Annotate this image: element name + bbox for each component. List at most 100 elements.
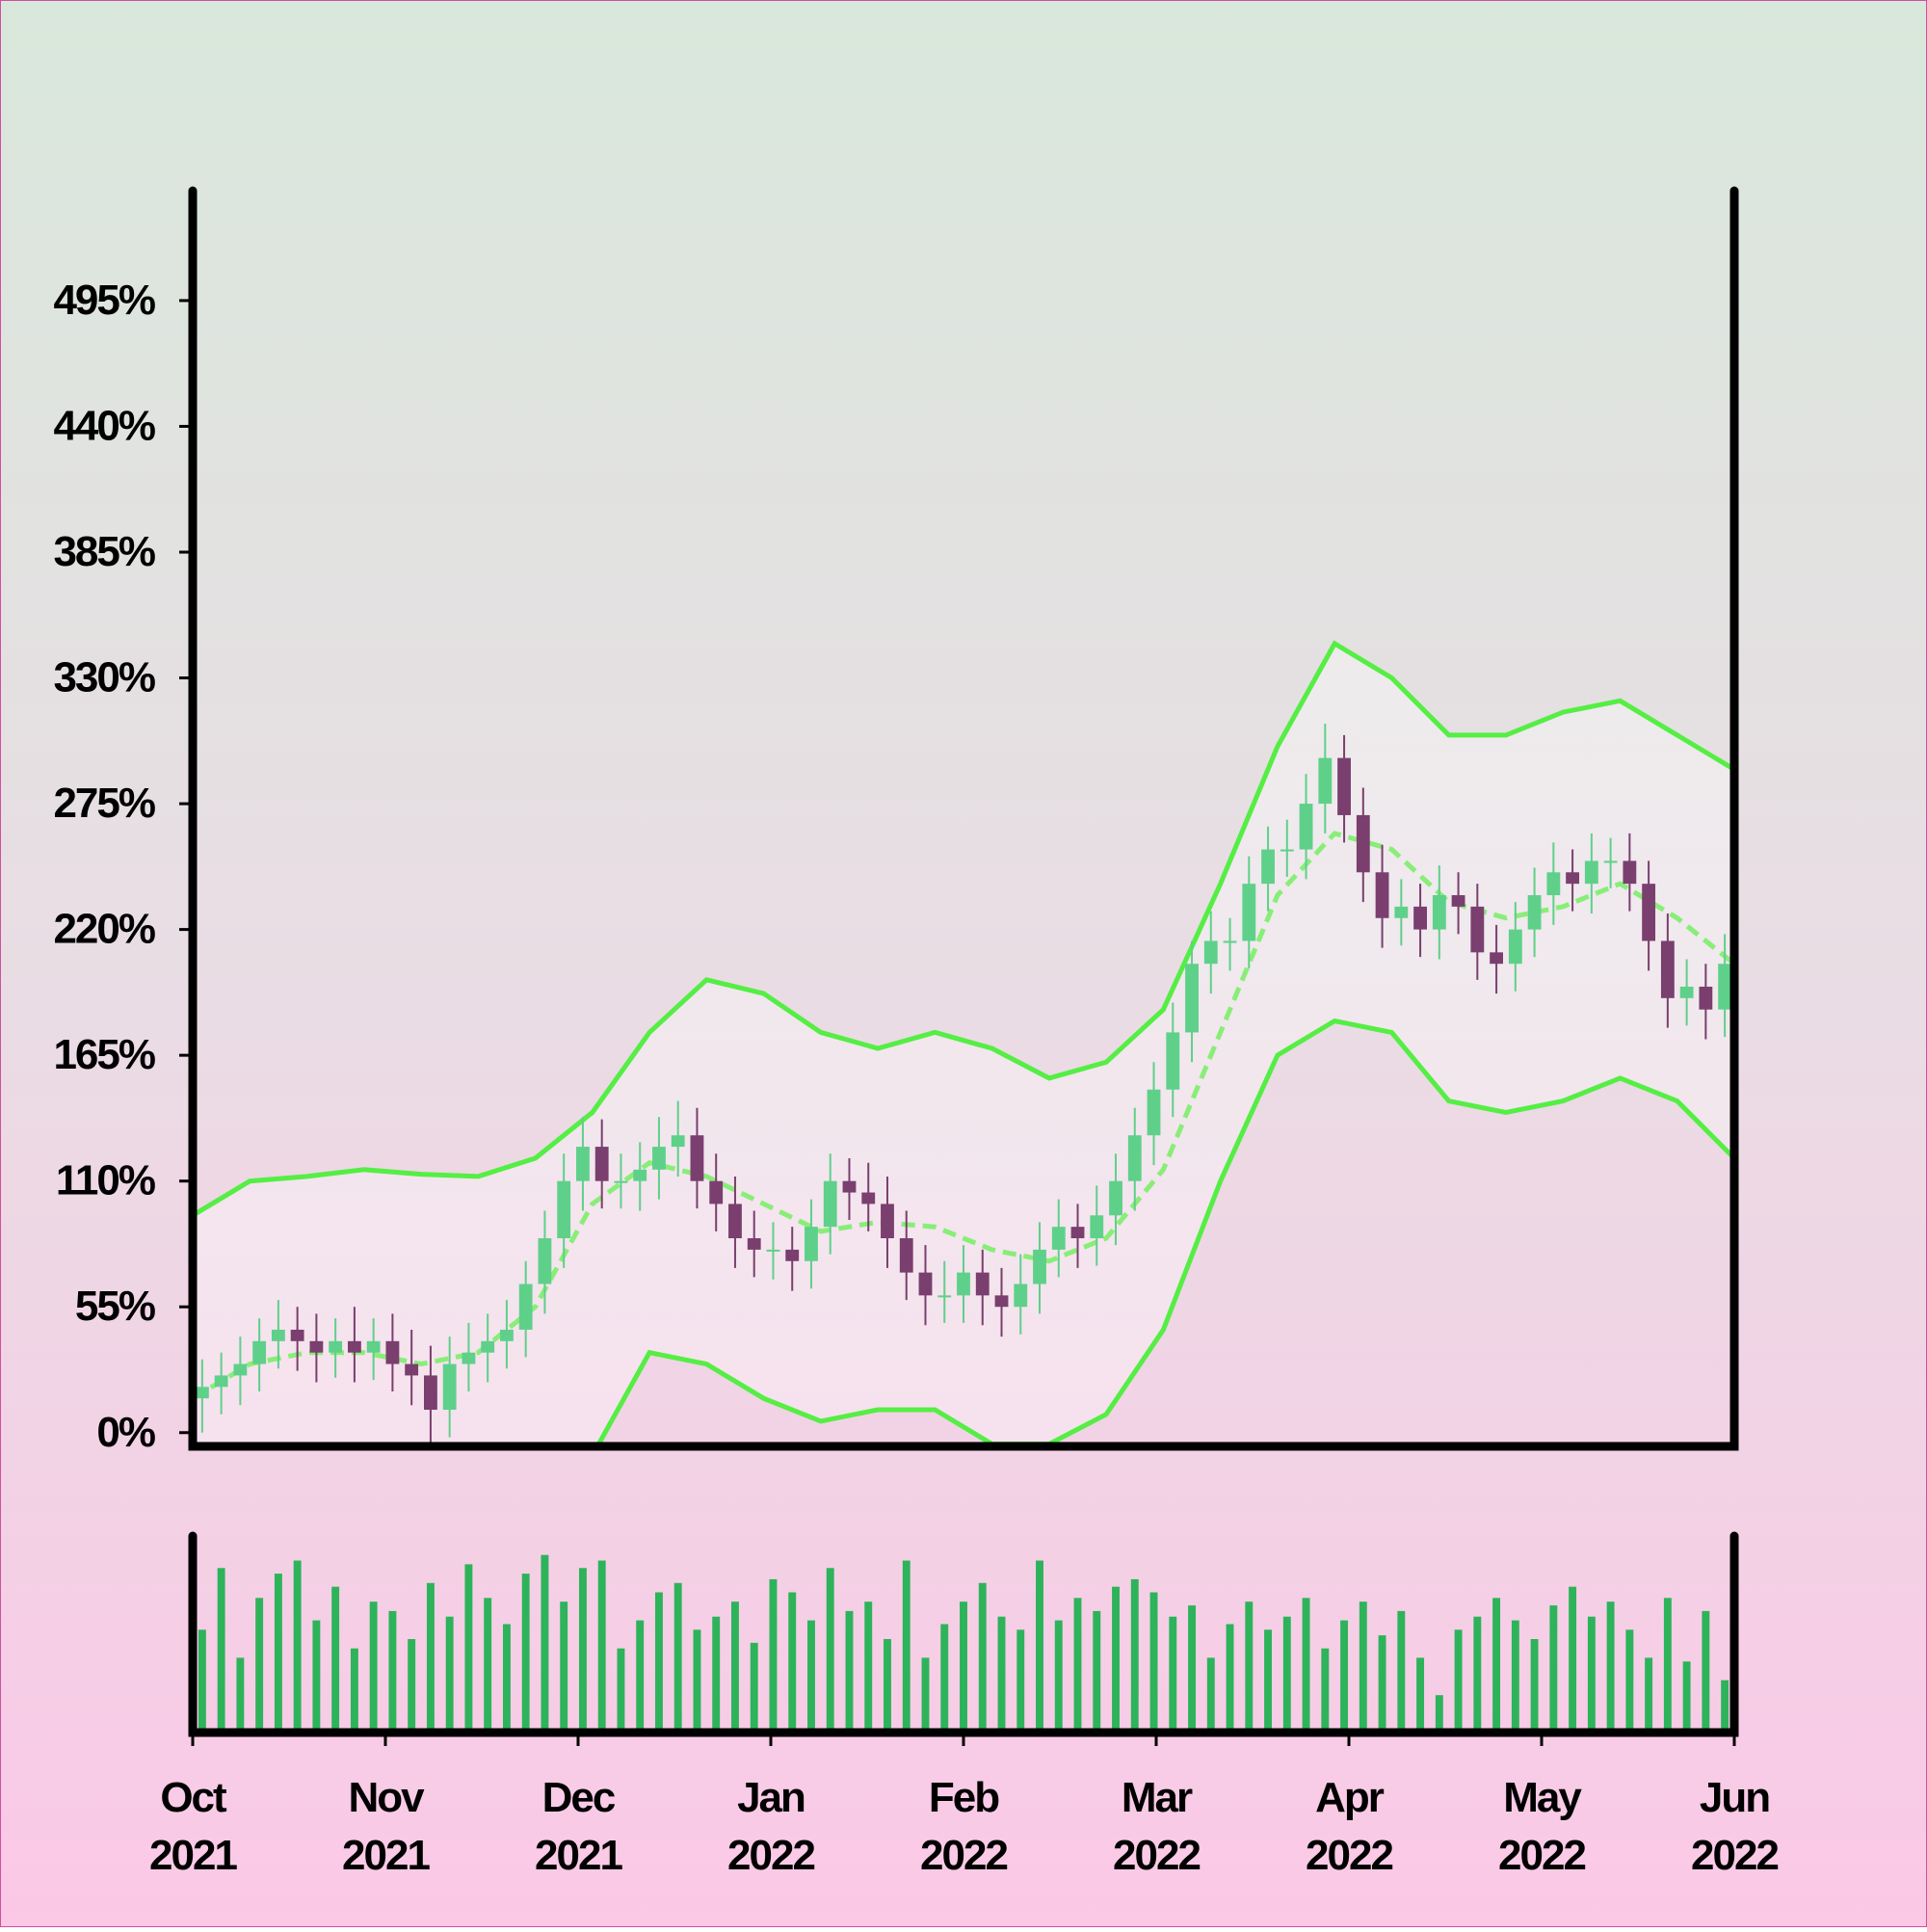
x-tick-label-line: Apr <box>1315 1774 1385 1821</box>
candle-body <box>500 1329 514 1341</box>
volume-bar <box>541 1554 549 1733</box>
volume-bar <box>1016 1629 1025 1733</box>
candle-body <box>1299 804 1313 850</box>
candle-body <box>442 1363 457 1411</box>
volume-bar <box>1625 1629 1634 1733</box>
volume-bar <box>826 1568 834 1733</box>
candle-body <box>1451 895 1465 907</box>
x-tick-label-line: 2022 <box>1498 1832 1585 1879</box>
candle-body <box>614 1180 628 1183</box>
volume-bar <box>864 1601 873 1733</box>
x-tick-label-line: 2022 <box>1113 1832 1200 1879</box>
y-tick-label: 330% <box>53 654 154 701</box>
candle-body <box>271 1329 285 1341</box>
candle-body <box>1699 986 1713 1010</box>
x-tick-label: Nov 2021 <box>342 1774 430 1879</box>
candle-body <box>481 1340 495 1353</box>
axes: 0% 55% 110% 165% 220% 275% 330% 385% 440% 495% Oct… <box>53 186 1780 1879</box>
volume-bar <box>769 1578 778 1733</box>
volume-bar <box>1073 1598 1082 1733</box>
candle-body <box>557 1180 571 1239</box>
volume-bar <box>217 1568 225 1733</box>
candle-body <box>1394 906 1409 918</box>
candle-body <box>937 1295 952 1298</box>
candle-body <box>462 1352 476 1364</box>
y-tick-label: 495% <box>53 277 154 324</box>
candle-body <box>1109 1180 1122 1216</box>
candle-body <box>1527 895 1542 930</box>
candle-body <box>1375 872 1389 918</box>
volume-bar <box>978 1582 987 1733</box>
volume-bar <box>1397 1610 1406 1733</box>
volume-bar <box>445 1616 454 1733</box>
candle-body <box>538 1238 552 1284</box>
candle-body <box>1718 964 1732 1010</box>
x-tick-label-line: 2021 <box>342 1832 430 1879</box>
volume-bar <box>1378 1635 1386 1733</box>
volume <box>198 1554 1729 1733</box>
volume-bar <box>960 1601 967 1733</box>
volume-bar <box>750 1642 758 1733</box>
volume-bar <box>1416 1657 1425 1733</box>
volume-bar <box>673 1582 682 1733</box>
candle-body <box>1318 757 1333 805</box>
candle-body <box>1490 952 1503 965</box>
x-tick-label-line: 2022 <box>1306 1832 1392 1879</box>
volume-bar <box>426 1582 435 1733</box>
volume-bar <box>1645 1657 1653 1733</box>
candle-body <box>1051 1227 1066 1250</box>
candle-body <box>1432 895 1446 930</box>
candle-body <box>1070 1227 1085 1239</box>
volume-bar <box>521 1574 530 1733</box>
volume-bar <box>1282 1616 1291 1733</box>
x-tick-label-line: Dec <box>542 1774 616 1821</box>
volume-bar <box>636 1620 645 1733</box>
volume-bar <box>712 1616 721 1733</box>
volume-bar <box>1473 1616 1482 1733</box>
candle-body <box>347 1340 361 1353</box>
volume-bar <box>484 1598 492 1733</box>
volume-bar <box>1549 1605 1558 1733</box>
volume-bar <box>1245 1601 1254 1733</box>
volume-bar <box>1169 1616 1177 1733</box>
candle-body <box>1584 860 1598 885</box>
x-tick-label-line: Jun <box>1700 1774 1769 1821</box>
candle-body <box>747 1238 761 1250</box>
volume-bar <box>617 1648 625 1733</box>
volume-bar <box>1340 1620 1349 1733</box>
candle-body <box>842 1180 857 1193</box>
candle-body <box>1660 940 1675 998</box>
volume-bar <box>597 1560 606 1733</box>
volume-bar <box>1454 1629 1463 1733</box>
y-tick-label: 220% <box>53 906 154 953</box>
candle-body <box>518 1284 533 1330</box>
volume-bar <box>1530 1639 1539 1733</box>
volume-bar <box>902 1560 911 1733</box>
candle-body <box>1470 906 1485 953</box>
volume-bar <box>1359 1601 1367 1733</box>
candle-body <box>1356 814 1370 873</box>
volume-bar <box>1321 1648 1330 1733</box>
candle-body <box>594 1147 609 1181</box>
candle-body <box>728 1204 742 1239</box>
volume-bar <box>464 1564 473 1733</box>
volume-bar <box>236 1657 245 1733</box>
volume-bar <box>1226 1624 1234 1733</box>
candles <box>195 724 1732 1444</box>
candle-body <box>576 1147 590 1181</box>
candle-body <box>385 1340 400 1364</box>
x-tick-label-line: Mar <box>1122 1774 1193 1821</box>
volume-bar <box>693 1629 701 1733</box>
axis-frame <box>188 186 1739 1451</box>
volume-bar <box>807 1620 815 1733</box>
volume-bar <box>312 1620 321 1733</box>
candle-body <box>994 1295 1009 1308</box>
candle-body <box>1147 1089 1161 1136</box>
candle-body <box>881 1204 894 1239</box>
x-tick-label: May 2022 <box>1498 1774 1585 1879</box>
volume-bar <box>997 1616 1006 1733</box>
volume-bar <box>350 1648 358 1733</box>
y-tick-label: 440% <box>53 402 154 449</box>
